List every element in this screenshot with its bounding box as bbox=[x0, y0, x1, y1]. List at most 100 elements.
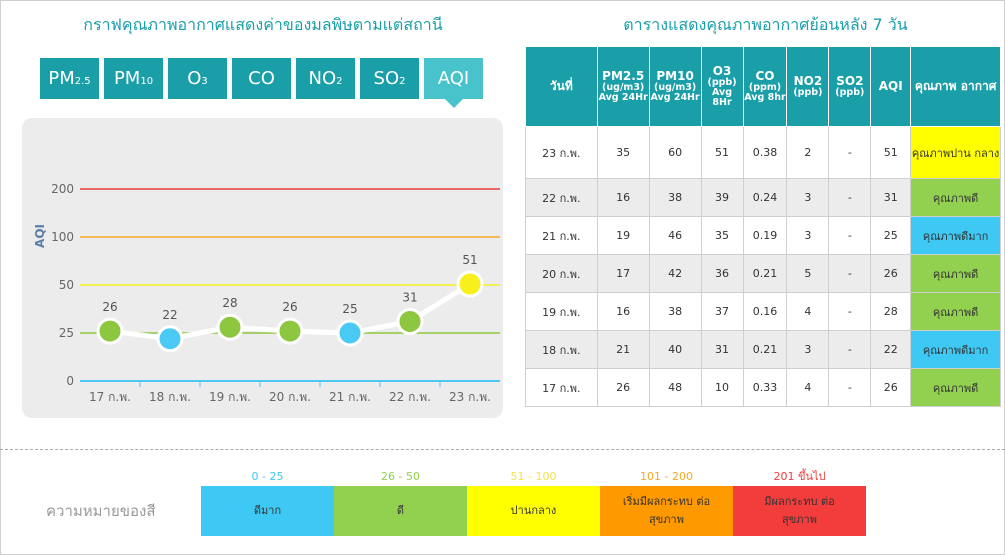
cell-pm10: 46 bbox=[648, 216, 702, 255]
cell-quality: คุณภาพดี bbox=[910, 292, 1001, 331]
cell-pm25: 17 bbox=[596, 254, 650, 293]
table-header-row: วันที่ PM2.5 (ug/m3) Avg 24Hr PM10 (ug/m3) A… bbox=[525, 46, 1001, 127]
chart-title: กราฟคุณภาพอากาศแสดงค่าของมลพิษตามแต่สถาน… bbox=[83, 15, 443, 34]
table-row: 18 ก.พ. 21 40 31 0.21 3-22 คุณภาพดีมาก bbox=[525, 330, 1001, 369]
legend-label: ปานกลาง bbox=[510, 504, 557, 518]
cell-no2: 3 bbox=[786, 178, 830, 217]
color-legend: 0 - 25 ดีมาก 26 - 50 ดี 51 - 100 ปานกลาง 101 -… bbox=[201, 470, 866, 536]
cell-pm25: 26 bbox=[596, 368, 650, 407]
legend-swatch: 51 - 100 ปานกลาง bbox=[467, 470, 600, 536]
cell-date: 21 ก.พ. bbox=[525, 216, 598, 255]
cell-aqi: 28 bbox=[870, 292, 912, 331]
y-tick-label: 25 bbox=[59, 326, 74, 340]
cell-co: 0.19 bbox=[742, 216, 788, 255]
legend-label: ดี bbox=[396, 504, 405, 518]
column-header: AQI bbox=[870, 46, 912, 127]
cell-no2: 5 bbox=[786, 254, 830, 293]
data-point bbox=[336, 319, 364, 347]
column-header: คุณภาพ อากาศ bbox=[910, 46, 1001, 127]
cell-o3: 10 bbox=[700, 368, 744, 407]
column-header-title: AQI bbox=[878, 79, 903, 94]
cell-pm10: 40 bbox=[648, 330, 702, 369]
tab-aqi[interactable]: AQI bbox=[424, 58, 483, 108]
table-row: 20 ก.พ. 17 42 36 0.21 5-26 คุณภาพดี bbox=[525, 254, 1001, 293]
data-point bbox=[156, 325, 184, 353]
cell-date: 19 ก.พ. bbox=[525, 292, 598, 331]
column-header-title: วันที่ bbox=[549, 79, 573, 94]
cell-co: 0.21 bbox=[742, 254, 788, 293]
tab-label: O bbox=[187, 68, 202, 89]
tab-subscript: 2.5 bbox=[74, 76, 91, 87]
aqi-chart: 0 25 50 100 200 AQI 17 ก.พ. 18 ก.พ. 19 ก.พ. 20 ก.… bbox=[22, 118, 503, 418]
x-tick-label: 23 ก.พ. bbox=[449, 390, 491, 404]
tab-label: CO bbox=[248, 68, 275, 89]
tab-pm10[interactable]: PM 10 bbox=[104, 58, 163, 99]
aqi-line-chart: 0 25 50 100 200 AQI 17 ก.พ. 18 ก.พ. 19 ก.พ. 20 ก.… bbox=[33, 182, 500, 404]
x-tick-label: 19 ก.พ. bbox=[209, 390, 251, 404]
cell-date: 17 ก.พ. bbox=[525, 368, 598, 407]
y-tick-label: 50 bbox=[59, 278, 74, 292]
y-tick-label: 200 bbox=[51, 182, 74, 196]
cell-o3: 39 bbox=[700, 178, 744, 217]
column-header-title: NO2 bbox=[793, 74, 823, 89]
legend-range: 101 - 200 bbox=[640, 470, 693, 483]
cell-date: 23 ก.พ. bbox=[525, 126, 598, 179]
cell-pm25: 19 bbox=[596, 216, 650, 255]
column-header: PM10 (ug/m3) Avg 24Hr bbox=[648, 46, 702, 127]
legend-swatch: 0 - 25 ดีมาก bbox=[201, 470, 334, 536]
cell-aqi: 25 bbox=[870, 216, 912, 255]
cell-pm25: 16 bbox=[596, 292, 650, 331]
pollutant-tabs: PM 2.5 PM 10 O 3 CO NO 2 SO 2 AQI bbox=[40, 58, 483, 108]
data-label: 51 bbox=[462, 253, 477, 267]
tab-label: AQI bbox=[437, 68, 470, 89]
tab-subscript: 2 bbox=[399, 76, 406, 87]
cell-quality: คุณภาพดี bbox=[910, 254, 1001, 293]
cell-o3: 37 bbox=[700, 292, 744, 331]
cell-aqi: 26 bbox=[870, 368, 912, 407]
legend-range: 51 - 100 bbox=[510, 470, 557, 483]
cell-no2: 3 bbox=[786, 216, 830, 255]
data-point bbox=[216, 313, 244, 341]
x-tick-label: 17 ก.พ. bbox=[89, 390, 131, 404]
column-header-title: CO bbox=[755, 69, 775, 84]
cell-so2: - bbox=[828, 254, 872, 293]
column-header-unit: (ppb) bbox=[793, 86, 823, 98]
column-header-unit: (ppb) Avg 8Hr bbox=[707, 76, 737, 108]
column-header-title: คุณภาพ อากาศ bbox=[914, 79, 997, 94]
cell-co: 0.24 bbox=[742, 178, 788, 217]
air-quality-table: วันที่ PM2.5 (ug/m3) Avg 24Hr PM10 (ug/m3) A… bbox=[525, 46, 1001, 407]
cell-o3: 51 bbox=[700, 126, 744, 179]
tab-pm25[interactable]: PM 2.5 bbox=[40, 58, 99, 99]
data-point bbox=[96, 317, 124, 345]
legend-swatch: 26 - 50 ดี bbox=[334, 470, 467, 536]
data-point bbox=[456, 270, 484, 298]
tab-label: SO bbox=[373, 68, 400, 89]
cell-no2: 3 bbox=[786, 330, 830, 369]
x-tick-label: 21 ก.พ. bbox=[329, 390, 371, 404]
column-header: O3 (ppb) Avg 8Hr bbox=[700, 46, 744, 127]
legend-label: เริ่มมีผลกระทบ ต่อสุขภาพ bbox=[622, 495, 711, 526]
data-label: 28 bbox=[222, 296, 237, 310]
cell-no2: 2 bbox=[786, 126, 830, 179]
table-row: 17 ก.พ. 26 48 10 0.33 4-26 คุณภาพดี bbox=[525, 368, 1001, 407]
column-header-unit: (ug/m3) Avg 24Hr bbox=[598, 81, 648, 103]
column-header: วันที่ bbox=[525, 46, 598, 127]
cell-quality: คุณภาพดีมาก bbox=[910, 216, 1001, 255]
tab-no2[interactable]: NO 2 bbox=[296, 58, 355, 99]
legend-swatch: 101 - 200 เริ่มมีผลกระทบ ต่อสุขภาพ bbox=[600, 470, 733, 536]
tab-so2[interactable]: SO 2 bbox=[360, 58, 419, 99]
cell-so2: - bbox=[828, 126, 872, 179]
data-label: 26 bbox=[282, 300, 297, 314]
cell-no2: 4 bbox=[786, 368, 830, 407]
column-header-unit: (ppb) bbox=[835, 86, 865, 98]
tab-co[interactable]: CO bbox=[232, 58, 291, 99]
tab-label: NO bbox=[308, 68, 337, 89]
legend-range: 26 - 50 bbox=[381, 470, 420, 483]
cell-pm10: 42 bbox=[648, 254, 702, 293]
cell-pm10: 38 bbox=[648, 178, 702, 217]
column-header-title: SO2 bbox=[836, 74, 864, 89]
table-row: 22 ก.พ. 16 38 39 0.24 3-31 คุณภาพดี bbox=[525, 178, 1001, 217]
cell-quality: คุณภาพดี bbox=[910, 178, 1001, 217]
table-row: 23 ก.พ. 35 60 51 0.38 2-51 คุณภาพปาน กลาง bbox=[525, 126, 1001, 179]
